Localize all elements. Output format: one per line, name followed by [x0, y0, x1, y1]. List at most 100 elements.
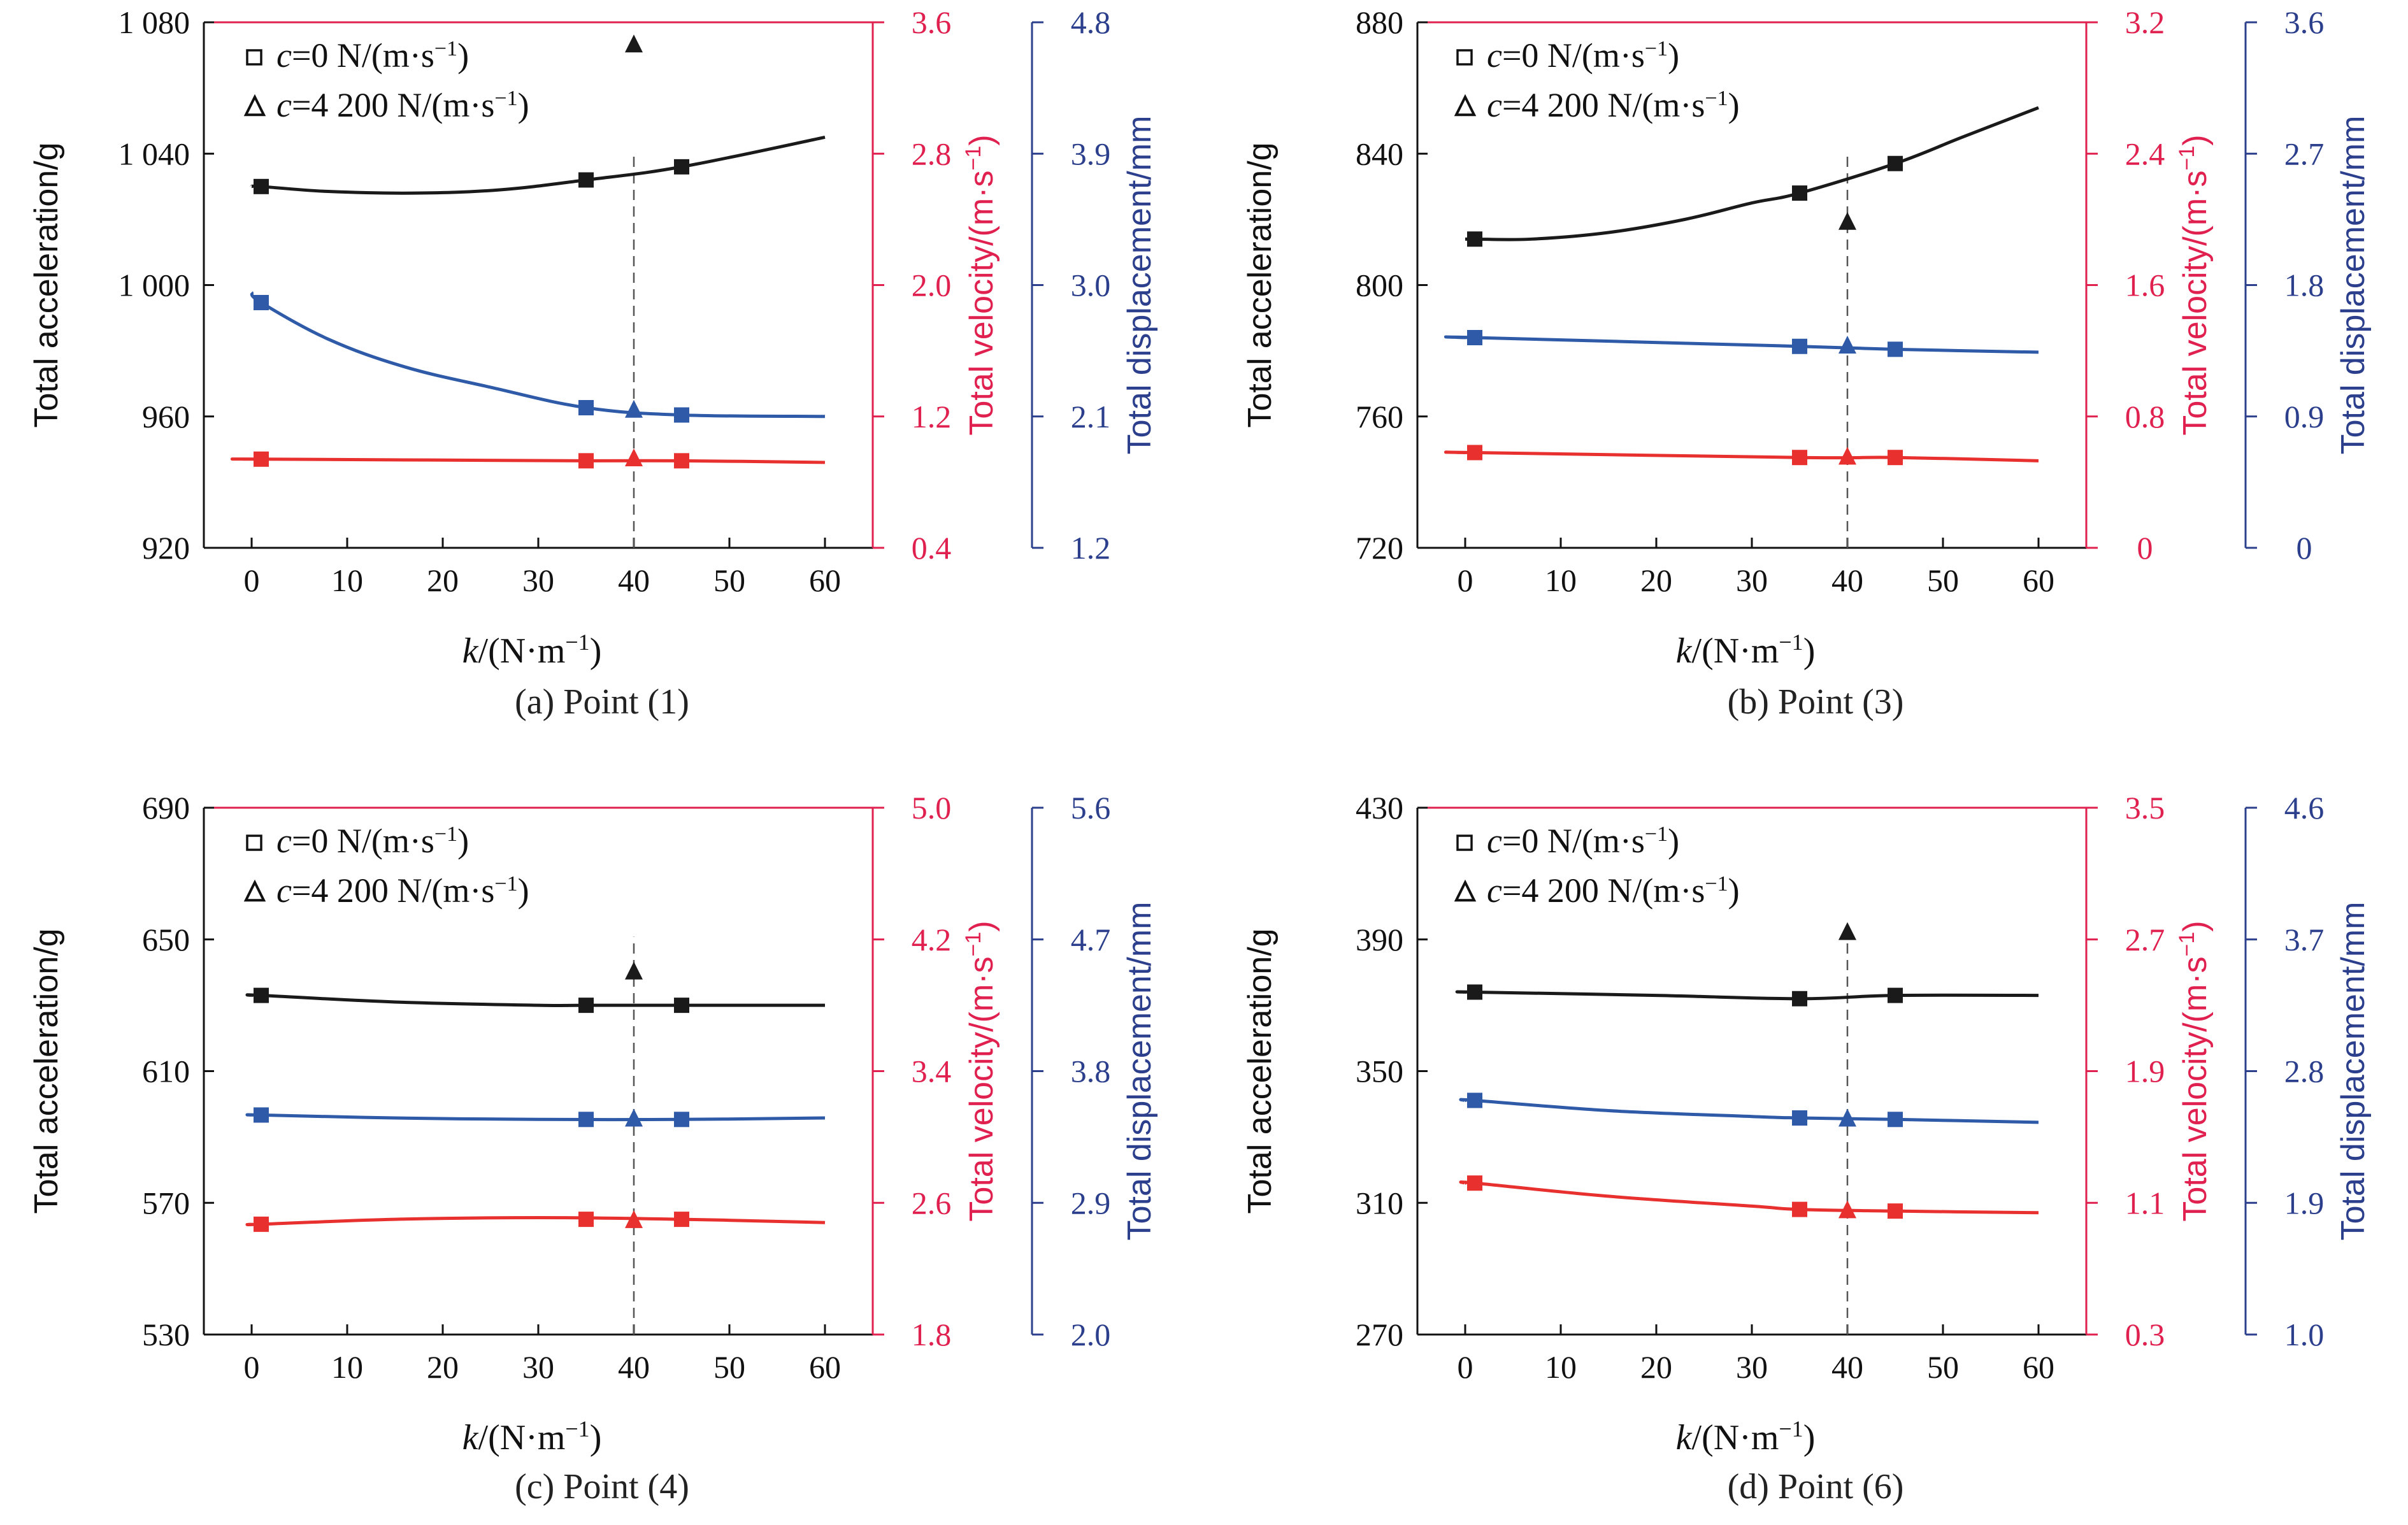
displacement-square-marker [1888, 1112, 1903, 1128]
velocity-square-marker [1888, 1203, 1903, 1219]
x-tick-label: 10 [1545, 1349, 1577, 1385]
displacement-triangle-marker [625, 399, 643, 418]
displacement-square-marker [674, 1112, 689, 1128]
displacement-axis-title: Total displacement/mm [1121, 116, 1158, 455]
displacement-line [245, 1113, 826, 1122]
acceleration-square-marker [254, 987, 269, 1003]
chart-panel-4: 0 10 20 30 40 50 60 270 310 350 390 430 0.3 1.1 1.9 2.7… [1242, 790, 2372, 1507]
x-title-unit: /(N·m [1692, 631, 1779, 671]
disp-tick-label: 1.0 [2284, 1317, 2325, 1352]
disp-tick-label: 4.7 [1071, 922, 1111, 957]
x-tick-label: 10 [1545, 562, 1577, 598]
velocity-title-main: Total velocity/(m·s [963, 171, 1000, 436]
velocity-title-sup: −1 [2175, 932, 2199, 957]
velocity-square-marker [1888, 450, 1903, 466]
disp-tick-label: 3.8 [1071, 1054, 1111, 1089]
legend-label: c=0 N/(m·s−1) [1487, 822, 1679, 860]
x-title-var: k [1676, 631, 1693, 671]
disp-tick-label: 1.8 [2284, 268, 2325, 303]
legend-square-icon [246, 49, 262, 66]
x-tick-label: 20 [427, 1349, 459, 1385]
displacement-square-marker [674, 407, 689, 423]
acc-tick-label: 270 [1356, 1317, 1403, 1352]
legend-sup: −1 [494, 87, 517, 110]
acceleration-square-marker [1888, 987, 1903, 1003]
legend-square-icon [246, 834, 262, 851]
legend-var: c [1487, 822, 1502, 860]
x-axis-title: k/(N·m−1) [1676, 629, 1816, 671]
acceleration-line [250, 136, 826, 195]
legend-unit: =0 N/(m·s [1502, 822, 1645, 860]
disp-tick-label: 2.9 [1071, 1185, 1111, 1221]
vel-tick-label: 4.2 [912, 922, 952, 957]
legend-sup: −1 [1645, 822, 1668, 846]
displacement-line [1444, 335, 2039, 354]
acceleration-axis-title: Total acceleration/g [28, 142, 65, 427]
vel-tick-label: 1.6 [2125, 268, 2165, 303]
displacement-line [1459, 1098, 2039, 1124]
acceleration-square-marker [1888, 155, 1903, 171]
legend-label: c=4 200 N/(m·s−1) [1487, 86, 1740, 124]
displacement-square-marker [1467, 1092, 1482, 1108]
x-axis-title: k/(N·m−1) [462, 629, 602, 671]
acceleration-square-marker [254, 178, 269, 194]
legend-unit: =4 200 N/(m·s [292, 86, 494, 124]
vel-tick-label: 0.3 [2125, 1317, 2165, 1352]
displacement-square-marker [1467, 330, 1482, 345]
acc-tick-label: 1 080 [118, 4, 190, 40]
acceleration-line [1465, 106, 2039, 241]
legend-label: c=4 200 N/(m·s−1) [1487, 871, 1740, 910]
x-tick-label: 10 [331, 562, 363, 598]
acceleration-square-marker [578, 998, 594, 1013]
velocity-line [230, 457, 826, 464]
disp-tick-label: 2.8 [2284, 1054, 2325, 1089]
legend-unit: =0 N/(m·s [1502, 36, 1645, 75]
velocity-axis-title: Total velocity/(m·s−1) [2175, 920, 2214, 1221]
x-title-unit: /(N·m [1692, 1418, 1779, 1457]
acc-tick-label: 880 [1356, 4, 1403, 40]
displacement-square-marker [1792, 338, 1807, 354]
legend-unit: =4 200 N/(m·s [1502, 86, 1705, 124]
x-tick-label: 60 [809, 562, 841, 598]
acceleration-square-marker [1792, 185, 1807, 201]
velocity-triangle-marker [625, 1210, 643, 1228]
x-title-unit: /(N·m [478, 1418, 566, 1457]
legend-triangle-icon [243, 879, 266, 902]
x-tick-label: 10 [331, 1349, 363, 1385]
velocity-title-main: Total velocity/(m·s [963, 957, 1000, 1222]
chart-panel-2: 0 10 20 30 40 50 60 720 760 800 840 880 0 0.8 1.6 2.4 3.… [1242, 4, 2372, 722]
x-tick-label: 40 [618, 562, 650, 598]
vel-tick-label: 2.4 [2125, 136, 2165, 171]
x-tick-label: 20 [1640, 562, 1672, 598]
legend-label: c=4 200 N/(m·s−1) [276, 871, 529, 910]
acc-tick-label: 310 [1356, 1185, 1403, 1221]
legend-var: c [276, 871, 292, 910]
disp-tick-label: 0.9 [2284, 399, 2325, 434]
legend-var: c [276, 822, 292, 860]
panel-caption: (d) Point (6) [1728, 1467, 1904, 1507]
legend-close: ) [457, 822, 469, 860]
velocity-line [245, 1216, 826, 1226]
velocity-square-marker [674, 1212, 689, 1228]
disp-tick-label: 4.8 [1071, 4, 1111, 40]
legend-close: ) [457, 36, 469, 75]
acc-tick-label: 530 [142, 1317, 190, 1352]
displacement-axis-title: Total displacement/mm [2335, 116, 2372, 455]
chart-panel-1: 0 10 20 30 40 50 60 920 960 1 000 1 040 1 080 0.4 1.2… [28, 4, 1158, 722]
acc-tick-label: 650 [142, 922, 190, 957]
displacement-triangle-marker [1838, 1108, 1856, 1127]
displacement-square-marker [254, 1107, 269, 1123]
x-title-sup: −1 [1779, 629, 1803, 655]
x-tick-label: 0 [244, 562, 260, 598]
displacement-triangle-marker [1838, 335, 1856, 354]
velocity-square-marker [1467, 1175, 1482, 1191]
legend-label: c=0 N/(m·s−1) [276, 822, 469, 860]
vel-tick-label: 3.6 [912, 4, 952, 40]
vel-tick-label: 1.9 [2125, 1054, 2165, 1089]
x-title-sup: −1 [565, 629, 589, 655]
vel-tick-label: 3.2 [2125, 4, 2165, 40]
acc-tick-label: 840 [1356, 136, 1403, 171]
acc-tick-label: 390 [1356, 922, 1403, 957]
legend-sup: −1 [434, 822, 457, 846]
acc-tick-label: 430 [1356, 790, 1403, 826]
